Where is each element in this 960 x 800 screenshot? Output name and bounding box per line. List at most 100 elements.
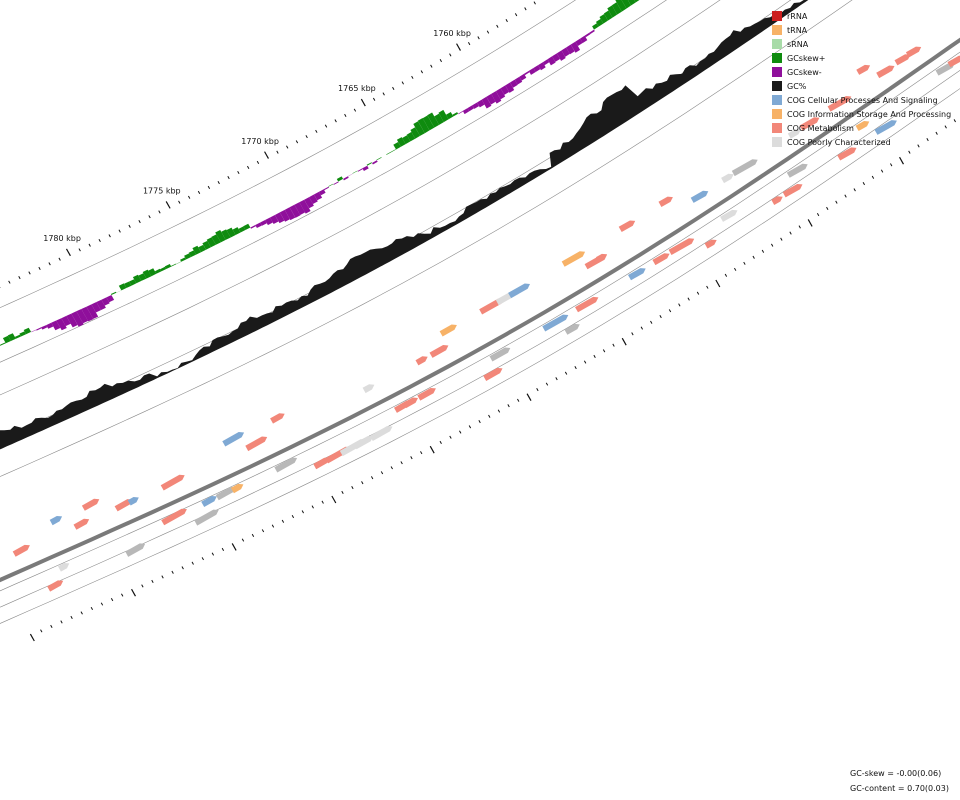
gc-skew-bar xyxy=(570,41,581,53)
gene-arrow xyxy=(787,129,801,139)
gc-skew-bar xyxy=(198,244,206,253)
gc-skew-bar xyxy=(118,283,127,291)
gc-content-area xyxy=(0,0,809,450)
legend-swatch xyxy=(772,67,782,77)
gc-skew-bar xyxy=(142,269,152,279)
scale-tick xyxy=(217,180,220,185)
scale-tick xyxy=(311,505,314,509)
scale-tick xyxy=(118,229,121,233)
guide-line xyxy=(0,0,853,477)
legend-label: rRNA xyxy=(787,11,808,21)
gc-skew-bar xyxy=(124,281,132,288)
scale-tick xyxy=(497,409,501,413)
legend-item: sRNA xyxy=(772,37,960,51)
scale-tick xyxy=(237,170,240,175)
gc-skew-bar xyxy=(386,151,392,155)
scale-tick xyxy=(650,320,653,324)
outer-scale-ticks xyxy=(0,1,536,289)
scale-tick xyxy=(430,64,433,68)
scale-tick xyxy=(687,297,690,301)
gene-arrow xyxy=(125,543,146,557)
gc-skew-bar xyxy=(206,237,216,248)
scale-tick xyxy=(271,524,275,528)
scale-tick xyxy=(29,633,35,642)
gene-arrow xyxy=(73,518,90,530)
gene-arrow xyxy=(245,436,268,452)
gc-skew-bar xyxy=(372,160,378,165)
legend-label: tRNA xyxy=(787,25,808,35)
scale-tick xyxy=(743,261,746,265)
scale-tick xyxy=(353,108,357,112)
scale-tick xyxy=(281,519,285,523)
scale-tick xyxy=(505,18,508,23)
gc-skew-bar xyxy=(7,333,16,341)
scale-tick xyxy=(256,160,260,164)
gene-arrow xyxy=(483,367,503,381)
scale-tick xyxy=(780,237,783,241)
legend-swatch xyxy=(772,81,782,91)
gc-skew-bar xyxy=(23,327,32,335)
gc-skew-bar xyxy=(81,306,94,322)
guide-line xyxy=(0,69,960,608)
legend-label: GCskew- xyxy=(787,67,822,77)
gc-skew-bar xyxy=(164,264,172,269)
scale-tick xyxy=(668,309,672,313)
gc-skew-bar xyxy=(596,18,604,27)
gc-skew-bar xyxy=(116,290,122,293)
scale-tick xyxy=(261,529,265,533)
gc-skew-bar xyxy=(343,176,349,181)
scale-tick xyxy=(131,588,136,597)
gc-skew-bar xyxy=(313,191,323,201)
scale-tick xyxy=(324,124,328,128)
gc-skew-bar xyxy=(180,257,187,262)
gc-skew-bar xyxy=(352,170,358,174)
gene-arrow xyxy=(876,65,895,79)
scale-tick xyxy=(100,602,104,606)
gc-skew-bar xyxy=(215,230,226,243)
gene-arrow xyxy=(731,159,758,177)
gene-arrow xyxy=(564,323,580,335)
gene-arrow xyxy=(127,497,139,506)
gc-skew-bar xyxy=(304,197,314,209)
gc-skew-bar xyxy=(599,14,608,24)
gc-skew-bar xyxy=(452,112,459,117)
gc-skew-bar xyxy=(0,344,1,346)
gc-skew-bar xyxy=(270,215,279,224)
scale-tick xyxy=(602,349,606,353)
scale-tick xyxy=(862,182,866,186)
scale-tick xyxy=(392,86,395,90)
scale-tick xyxy=(844,194,847,198)
scale-tick xyxy=(564,371,568,375)
gc-skew-bar xyxy=(406,131,416,142)
gene-arrow xyxy=(161,508,187,526)
scale-tick xyxy=(935,131,938,135)
gc-skew-bar xyxy=(41,325,48,330)
gc-skew-bar xyxy=(31,329,37,333)
gc-skew-bar xyxy=(556,50,566,61)
scale-tick xyxy=(583,360,587,364)
scale-tick xyxy=(58,257,61,261)
gene-arrow xyxy=(47,580,64,592)
gc-skew-bar xyxy=(362,165,369,171)
gc-skew-bar xyxy=(393,142,401,150)
statistics-panel: GC-skew = -0.00(0.06) GC-content = 0.70(… xyxy=(850,766,949,796)
gene-arrow xyxy=(429,345,449,358)
gc-skew-bar xyxy=(284,207,296,221)
scale-tick xyxy=(305,135,308,139)
scale-tick xyxy=(514,13,518,17)
gc-skew-bar xyxy=(289,204,301,218)
gene-arrow xyxy=(618,220,636,232)
gene-arrow xyxy=(652,253,670,266)
gene-arrow xyxy=(905,46,922,58)
gc-skew-bar xyxy=(634,0,640,3)
scale-tick xyxy=(315,129,318,133)
gc-skew-bar xyxy=(514,76,523,85)
gene-arrow xyxy=(160,474,185,491)
gc-skew-bar xyxy=(575,38,583,46)
gc-skew-bar xyxy=(154,268,162,274)
gene-arrow xyxy=(439,324,457,337)
gc-skew-bar xyxy=(438,109,449,123)
gene-arrow xyxy=(49,516,63,526)
gene-arrow xyxy=(782,184,803,198)
scale-tick xyxy=(908,150,911,154)
